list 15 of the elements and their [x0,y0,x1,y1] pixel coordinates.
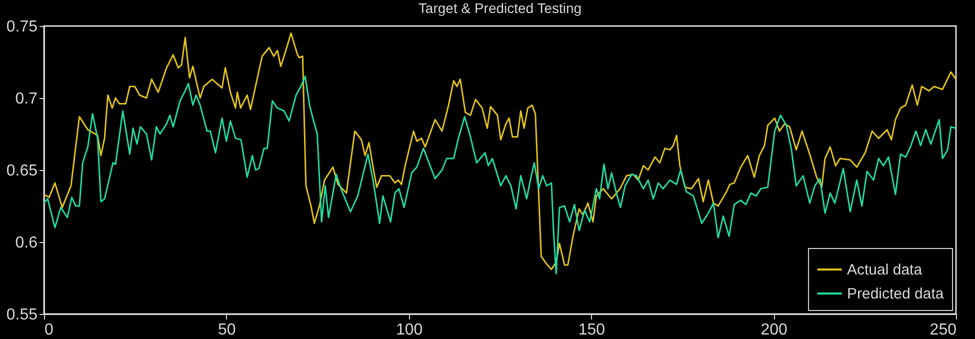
x-tick-label: 150 [578,322,606,338]
x-tick-label: 200 [760,322,788,338]
x-tick-label: 100 [396,322,423,338]
line-series [43,76,957,274]
x-tick-label: 0 [44,322,54,338]
y-tick-label: 0.65 [6,162,38,180]
legend-label: Predicted data [847,286,944,302]
y-tick-label: 0.6 [15,234,38,252]
y-tick-label: 0.55 [6,306,38,324]
legend-label: Actual data [847,262,923,278]
chart-title: Target & Predicted Testing [418,0,582,16]
x-tick-label: 250 [930,322,957,338]
y-tick-label: 0.7 [15,90,38,108]
y-tick-label: 0.75 [6,18,38,36]
x-tick-label: 50 [218,322,236,338]
